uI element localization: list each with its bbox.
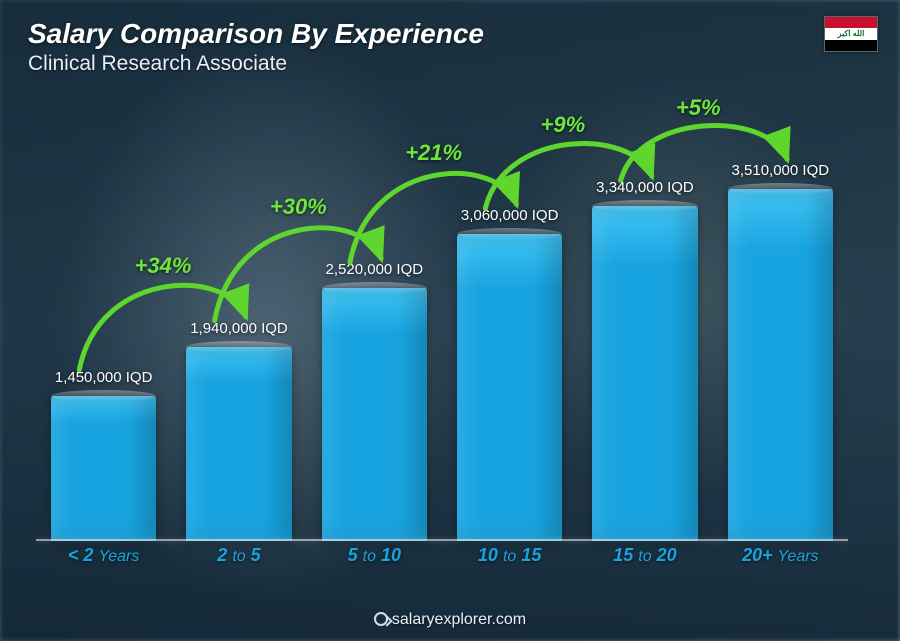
value-label: 3,340,000 IQD [596, 179, 694, 196]
category-label: 2 to 5 [171, 545, 306, 575]
bar-top-highlight [728, 183, 834, 195]
baseline [36, 539, 848, 541]
flag-stripe-bottom [825, 40, 877, 51]
bar-top-highlight [322, 282, 428, 294]
bar-wrap: 3,340,000 IQD [577, 206, 712, 541]
bar [728, 189, 834, 541]
flag-stripe-mid: الله اكبر [825, 28, 877, 39]
category-label: 10 to 15 [442, 545, 577, 575]
bar [592, 206, 698, 541]
value-label: 1,940,000 IQD [190, 320, 288, 337]
bar [186, 347, 292, 541]
category-label: 20+ Years [713, 545, 848, 575]
title-block: Salary Comparison By Experience Clinical… [28, 18, 484, 76]
infographic-content: Salary Comparison By Experience Clinical… [0, 0, 900, 641]
chart-area: 1,450,000 IQD1,940,000 IQD2,520,000 IQD3… [36, 90, 848, 575]
page-subtitle: Clinical Research Associate [28, 52, 484, 76]
bar-wrap: 2,520,000 IQD [307, 288, 442, 541]
footer-text: salaryexplorer.com [392, 611, 526, 628]
category-label: < 2 Years [36, 545, 171, 575]
page-title: Salary Comparison By Experience [28, 18, 484, 50]
category-labels: < 2 Years2 to 55 to 1010 to 1515 to 2020… [36, 545, 848, 575]
bar [322, 288, 428, 541]
footer: salaryexplorer.com [0, 610, 900, 629]
flag-stripe-top [825, 17, 877, 28]
bar-top-highlight [51, 390, 157, 402]
category-label: 5 to 10 [307, 545, 442, 575]
flag-script: الله اكبر [838, 29, 865, 38]
bar-wrap: 3,060,000 IQD [442, 234, 577, 541]
bar [51, 396, 157, 541]
value-label: 3,060,000 IQD [461, 207, 559, 224]
bar-container: 1,450,000 IQD1,940,000 IQD2,520,000 IQD3… [36, 90, 848, 541]
country-flag-iraq: الله اكبر [824, 16, 878, 52]
value-label: 3,510,000 IQD [732, 162, 830, 179]
category-label: 15 to 20 [577, 545, 712, 575]
bar-wrap: 1,940,000 IQD [171, 347, 306, 541]
value-label: 1,450,000 IQD [55, 369, 153, 386]
logo-icon [374, 612, 388, 626]
bar-wrap: 1,450,000 IQD [36, 396, 171, 541]
value-label: 2,520,000 IQD [326, 261, 424, 278]
bar-top-highlight [457, 228, 563, 240]
bar-top-highlight [592, 200, 698, 212]
bar-wrap: 3,510,000 IQD [713, 189, 848, 541]
bar [457, 234, 563, 541]
bar-top-highlight [186, 341, 292, 353]
